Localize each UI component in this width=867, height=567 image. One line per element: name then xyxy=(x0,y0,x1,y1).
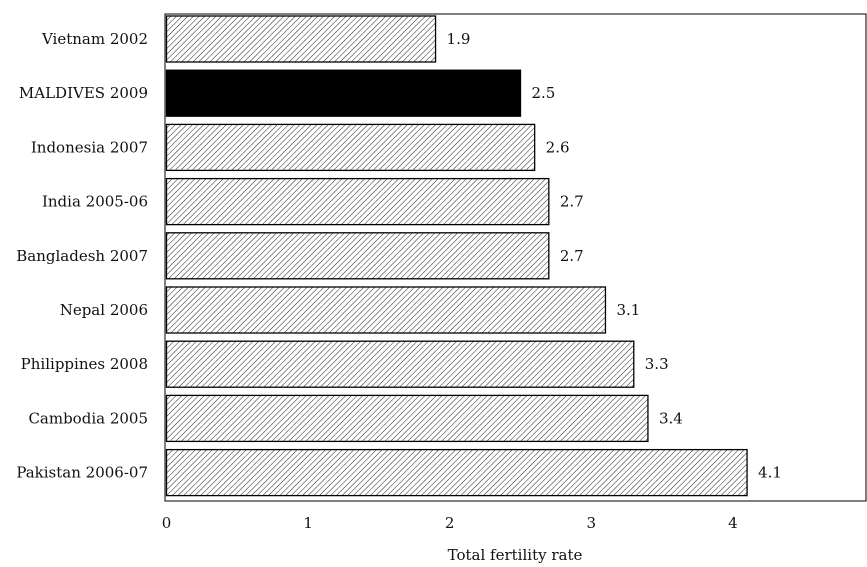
category-label-5: Nepal 2006 xyxy=(60,301,148,319)
category-label-1: MALDIVES 2009 xyxy=(19,84,148,102)
category-label-8: Pakistan 2006-07 xyxy=(16,464,148,482)
value-label-5: 3.1 xyxy=(616,301,640,319)
category-label-3: India 2005-06 xyxy=(42,193,148,211)
category-label-0: Vietnam 2002 xyxy=(41,30,148,48)
bar-2 xyxy=(165,123,536,172)
category-label-6: Philippines 2008 xyxy=(21,355,148,373)
bar-0 xyxy=(165,15,437,63)
category-label-7: Cambodia 2005 xyxy=(28,409,148,427)
value-label-1: 2.5 xyxy=(532,84,556,102)
x-tick-label-3: 3 xyxy=(587,514,597,532)
bar-7 xyxy=(165,394,649,443)
x-tick-label-0: 0 xyxy=(162,514,172,532)
bar-4 xyxy=(165,232,550,280)
x-tick-label-1: 1 xyxy=(303,514,313,532)
value-label-0: 1.9 xyxy=(447,30,471,48)
bar-5 xyxy=(165,286,607,334)
x-ticks-group: 0 1 2 3 4 xyxy=(162,514,738,532)
plot-frame xyxy=(164,13,867,502)
x-tick-label-2: 2 xyxy=(445,514,455,532)
value-label-2: 2.6 xyxy=(546,138,570,156)
bar-1 xyxy=(165,69,522,117)
bars-group xyxy=(165,15,748,497)
bar-6 xyxy=(165,340,635,388)
category-label-2: Indonesia 2007 xyxy=(31,138,148,156)
labels-group: Vietnam 2002 1.9 MALDIVES 2009 2.5 Indonesia… xyxy=(16,30,782,482)
x-tick-label-4: 4 xyxy=(728,514,738,532)
category-label-4: Bangladesh 2007 xyxy=(16,247,148,265)
value-label-7: 3.4 xyxy=(659,409,683,427)
value-label-3: 2.7 xyxy=(560,193,584,211)
x-axis-title: Total fertility rate xyxy=(448,546,583,564)
value-label-6: 3.3 xyxy=(645,355,669,373)
value-label-8: 4.1 xyxy=(758,464,782,482)
value-label-4: 2.7 xyxy=(560,247,584,265)
bar-3 xyxy=(165,177,550,226)
bar-8 xyxy=(165,448,748,497)
